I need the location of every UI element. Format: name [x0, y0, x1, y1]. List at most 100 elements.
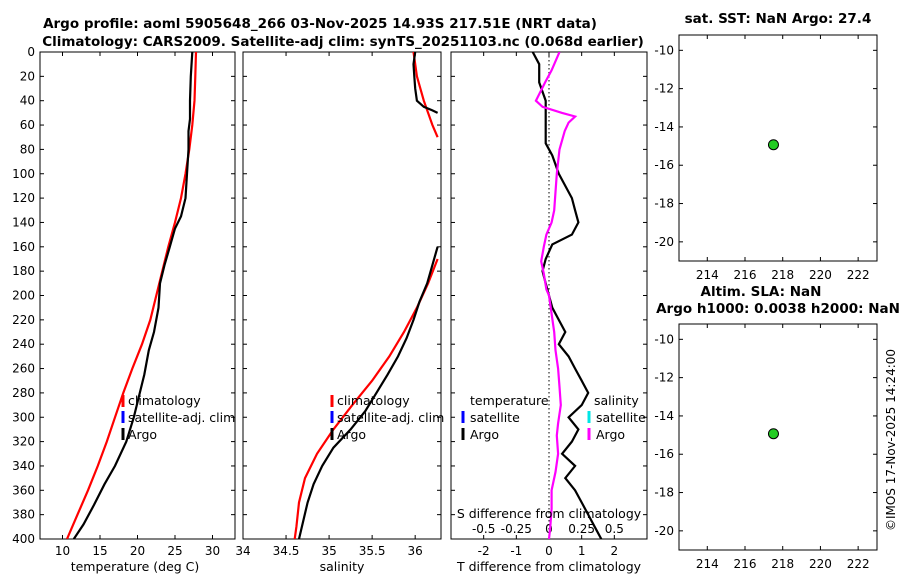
- s-diff-tick-label: -0.25: [501, 522, 532, 536]
- x-tick-label: 35: [321, 544, 336, 558]
- temperature-ticks: 10 15 20 25 30: [55, 52, 220, 558]
- sst-map-ticks: 214 216 218 220 222 -10 -12 -14 -16 -18 -20: [654, 35, 877, 282]
- depth-tick-label: 360: [12, 483, 35, 497]
- lon-tick-label: 214: [696, 557, 719, 571]
- x-tick-label: 25: [167, 544, 182, 558]
- profile-location-marker: [767, 428, 779, 440]
- lat-tick-label: -16: [654, 158, 674, 172]
- series-line: [534, 52, 578, 539]
- s-diff-tick-label: 0.25: [568, 522, 595, 536]
- salinity-xlabel: salinity: [320, 559, 365, 574]
- salinity-axes-frame: [242, 51, 442, 540]
- x-tick-label: 34: [235, 544, 250, 558]
- legend-s-satellite-label: satellite: [596, 410, 646, 425]
- legend-temperature-header: temperature: [470, 393, 549, 408]
- difference-panel: -2 -1 0 1 2 -0.5 -0.25 0 0.25 0.5 S difference f…: [450, 51, 648, 574]
- temperature-axes-frame: [39, 51, 236, 540]
- figure-title-line1: Argo profile: aoml 5905648_266 03-Nov-20…: [43, 16, 597, 32]
- series-line: [531, 52, 603, 539]
- series-line: [412, 52, 439, 138]
- depth-tick-label: 160: [12, 240, 35, 254]
- temperature-xlabel: temperature (deg C): [71, 559, 200, 574]
- lon-tick-label: 218: [771, 268, 794, 282]
- lon-tick-label: 218: [771, 557, 794, 571]
- temperature-legend: climatology satellite-adj. clim Argo: [121, 393, 235, 442]
- lat-tick-label: -20: [654, 235, 674, 249]
- series-line: [72, 52, 194, 539]
- legend-argo-label: Argo: [128, 427, 157, 442]
- x-tick-label: -1: [510, 544, 522, 558]
- sla-map-title: Altim. SLA: NaN: [701, 284, 822, 300]
- depth-tick-label: 240: [12, 337, 35, 351]
- legend-s-argo-label: Argo: [596, 427, 625, 442]
- temperature-lines: [65, 52, 198, 539]
- depth-tick-label: 320: [12, 435, 35, 449]
- salinity-ticks: 34 34.5 35 35.5 36: [235, 52, 423, 558]
- lon-tick-label: 222: [847, 268, 870, 282]
- sla-map-panel: Altim. SLA: NaN Argo h1000: 0.0038 h2000…: [654, 284, 900, 571]
- sla-map-subtitle: Argo h1000: 0.0038 h2000: NaN: [656, 301, 900, 317]
- depth-tick-label: 180: [12, 264, 35, 278]
- sla-map-points: [767, 428, 779, 440]
- x-tick-label: 15: [92, 544, 107, 558]
- lon-tick-label: 220: [809, 557, 832, 571]
- difference-lines: [531, 52, 603, 539]
- x-tick-label: 20: [130, 544, 145, 558]
- salinity-depth-ticks: [243, 51, 441, 540]
- figure-title-line2: Climatology: CARS2009. Satellite-adj cli…: [42, 34, 644, 50]
- salinity-panel: 34 34.5 35 35.5 36 salinity climatology sate…: [235, 51, 444, 574]
- salinity-lines: [293, 52, 439, 539]
- depth-tick-label: 40: [20, 94, 35, 108]
- depth-tick-label: 120: [12, 191, 35, 205]
- profile-location-marker: [767, 139, 779, 151]
- depth-ticks: 0 20 40 60 80 100 120 140 160 180 200 220 240 260 280 3…: [12, 45, 235, 546]
- series-line: [65, 52, 198, 539]
- temperature-panel: 0 20 40 60 80 100 120 140 160 180 200 220 240 260 280 3…: [12, 45, 236, 574]
- depth-tick-label: 80: [20, 142, 35, 156]
- t-difference-xlabel: T difference from climatology: [456, 559, 642, 574]
- x-tick-label: 35.5: [359, 544, 386, 558]
- s-difference-ticks: -0.5-0.2500.250.5: [472, 522, 624, 536]
- t-difference-ticks: -2 -1 0 1 2: [478, 52, 618, 558]
- sst-map-panel: sat. SST: NaN Argo: 27.4 214 216 218 220 222…: [654, 11, 878, 282]
- depth-tick-label: 140: [12, 215, 35, 229]
- lat-tick-label: -20: [654, 524, 674, 538]
- lat-tick-label: -14: [654, 120, 674, 134]
- depth-tick-label: 20: [20, 69, 35, 83]
- legend-satellite-label: satellite-adj. clim: [337, 410, 444, 425]
- lat-tick-label: -10: [654, 43, 674, 57]
- lat-tick-label: -14: [654, 409, 674, 423]
- x-tick-label: 2: [611, 544, 619, 558]
- lon-tick-label: 222: [847, 557, 870, 571]
- difference-depth-ticks: [451, 51, 647, 540]
- x-tick-label: -2: [478, 544, 490, 558]
- depth-tick-label: 280: [12, 386, 35, 400]
- s-difference-label: S difference from climatology: [457, 506, 642, 521]
- lon-tick-label: 216: [734, 557, 757, 571]
- lon-tick-label: 220: [809, 268, 832, 282]
- depth-tick-label: 300: [12, 410, 35, 424]
- lat-tick-label: -18: [654, 486, 674, 500]
- x-tick-label: 34.5: [273, 544, 300, 558]
- legend-argo-label: Argo: [337, 427, 366, 442]
- x-tick-label: 0: [545, 544, 553, 558]
- legend-climatology-label: climatology: [128, 393, 201, 408]
- depth-tick-label: 260: [12, 362, 35, 376]
- sst-map-frame: [678, 34, 878, 262]
- depth-tick-label: 100: [12, 167, 35, 181]
- sst-map-points: [767, 139, 779, 151]
- legend-salinity-header: salinity: [594, 393, 639, 408]
- lat-tick-label: -10: [654, 332, 674, 346]
- sst-map-title: sat. SST: NaN Argo: 27.4: [685, 11, 872, 27]
- sla-map-frame: [678, 323, 878, 551]
- x-tick-label: 36: [408, 544, 423, 558]
- series-line: [412, 52, 439, 114]
- s-diff-tick-label: -0.5: [472, 522, 495, 536]
- x-tick-label: 1: [578, 544, 586, 558]
- timestamp-label: ©IMOS 17-Nov-2025 14:24:00: [884, 349, 898, 531]
- lon-tick-label: 214: [696, 268, 719, 282]
- legend-t-argo-label: Argo: [470, 427, 499, 442]
- legend-t-satellite-label: satellite: [470, 410, 520, 425]
- salinity-legend: climatology satellite-adj. clim Argo: [330, 393, 444, 442]
